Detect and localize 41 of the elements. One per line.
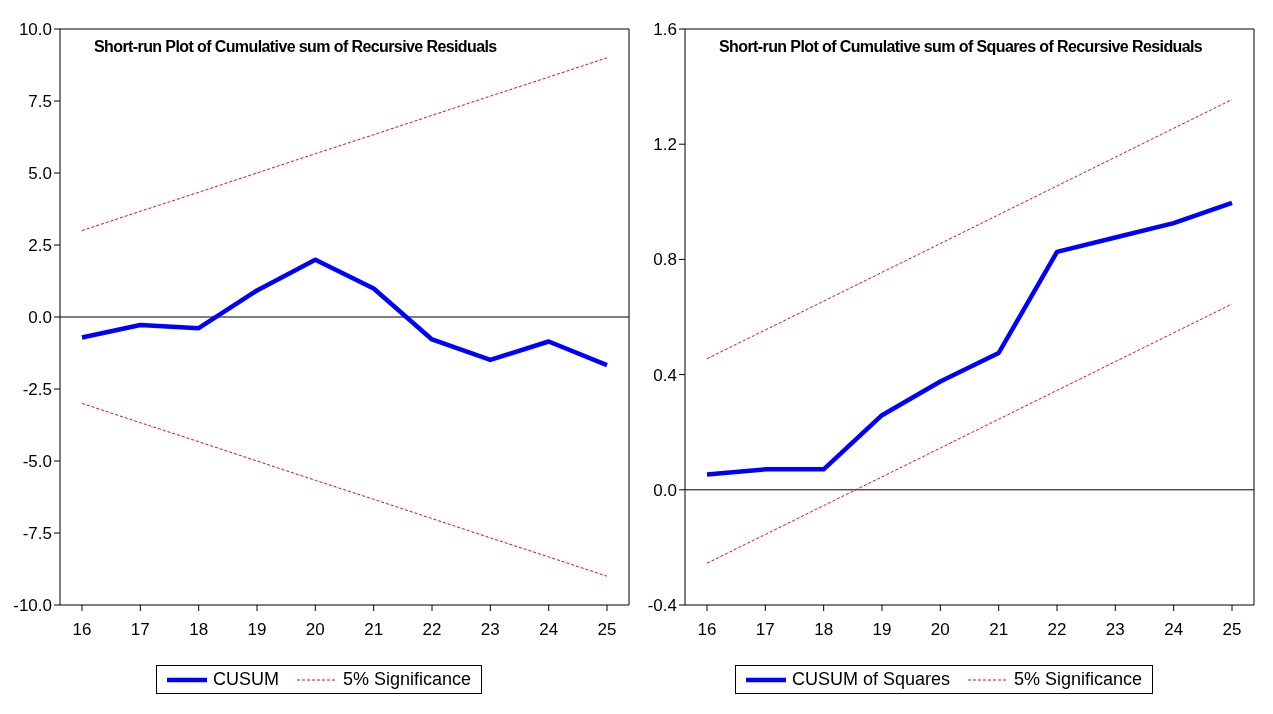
y-tick-label: -2.5 [22, 380, 52, 400]
x-tick-label: 18 [814, 620, 834, 640]
text: Short-run Plot of Cumulative sum of Recursive Residuals [94, 38, 497, 56]
y-tick-label: 0.8 [653, 250, 677, 270]
y-tick-label: 0.4 [653, 365, 677, 385]
legend-label: CUSUM of Squares [791, 669, 950, 690]
x-tick-label: 25 [597, 620, 617, 640]
y-tick-label: 7.5 [28, 92, 52, 112]
x-tick-label: 21 [364, 620, 384, 640]
legend-label: 5% Significance [342, 669, 472, 690]
x-tick-label: 22 [422, 620, 442, 640]
y-tick-label: 1.2 [653, 135, 677, 155]
x-tick-label: 24 [539, 620, 559, 640]
x-tick-label: 19 [247, 620, 267, 640]
x-tick-label: 18 [189, 620, 209, 640]
y-tick-label: -5.0 [22, 452, 52, 472]
x-tick-label: 23 [1105, 620, 1125, 640]
x-tick-label: 20 [305, 620, 325, 640]
legend-label: 5% Significance [1013, 669, 1143, 690]
y-tick-label: 2.5 [28, 236, 52, 256]
y-tick-label: 0.0 [28, 308, 52, 328]
x-tick-label: 19 [872, 620, 892, 640]
x-tick-label: 24 [1164, 620, 1184, 640]
x-tick-label: 22 [1047, 620, 1067, 640]
x-tick-label: 16 [72, 620, 92, 640]
x-tick-label: 17 [755, 620, 775, 640]
x-tick-label: 17 [130, 620, 150, 640]
x-tick-label: 25 [1222, 620, 1242, 640]
y-tick-label: -10.0 [13, 596, 52, 616]
legend-label: CUSUM [212, 669, 279, 690]
x-tick-label: 21 [989, 620, 1009, 640]
x-tick-label: 16 [697, 620, 717, 640]
y-tick-label: 0.0 [653, 480, 677, 500]
y-tick-label: -0.4 [647, 596, 677, 616]
y-tick-label: 1.6 [653, 20, 677, 40]
x-tick-label: 23 [480, 620, 500, 640]
y-tick-label: 10.0 [18, 20, 52, 40]
x-tick-label: 20 [930, 620, 950, 640]
y-tick-label: -7.5 [22, 524, 52, 544]
text: Short-run Plot of Cumulative sum of Squares of Recursive Residuals [719, 38, 1203, 56]
y-tick-label: 5.0 [28, 164, 52, 184]
